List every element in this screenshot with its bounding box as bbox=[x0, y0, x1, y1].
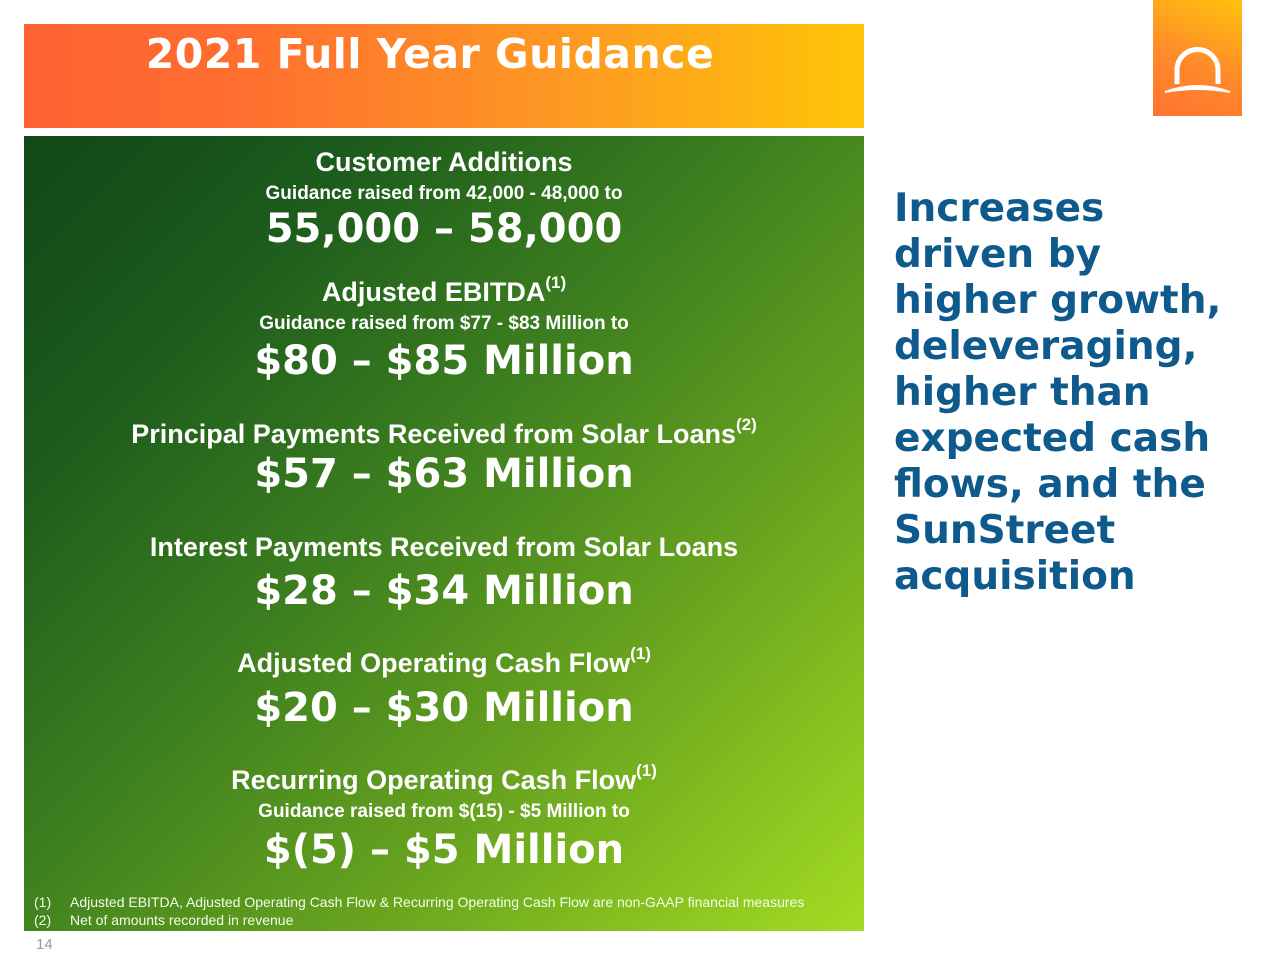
side-note-line: higher growth, bbox=[894, 278, 1222, 323]
footnote-ref: (1) bbox=[545, 273, 567, 292]
side-note: Increases driven by higher growth, delev… bbox=[894, 186, 1264, 600]
footnote-ref: (1) bbox=[636, 761, 657, 780]
guidance-panel bbox=[24, 136, 864, 931]
side-note-line: acquisition bbox=[894, 554, 1136, 599]
title-banner bbox=[24, 24, 864, 128]
guidance-value-principal-payments: $57 – $63 Million bbox=[254, 451, 634, 497]
side-note-line: driven by bbox=[894, 232, 1102, 277]
side-note-line: SunStreet bbox=[894, 508, 1116, 553]
guidance-label-customer-additions: Customer Additions bbox=[315, 147, 573, 177]
guidance-sub-customer-additions: Guidance raised from 42,000 - 48,000 to bbox=[265, 183, 623, 204]
footnote-ref: (1) bbox=[630, 644, 651, 663]
guidance-label-principal-payments: Principal Payments Received from Solar L… bbox=[131, 415, 757, 449]
guidance-value-adjusted-ebitda: $80 – $85 Million bbox=[254, 338, 634, 384]
side-note-line: Increases bbox=[894, 186, 1105, 231]
footnote-ref: (2) bbox=[735, 415, 757, 434]
company-logo bbox=[1153, 0, 1242, 116]
guidance-value-interest-payments: $28 – $34 Million bbox=[254, 568, 634, 614]
sunrise-arc-icon bbox=[1164, 47, 1231, 93]
page-number: 14 bbox=[36, 936, 53, 953]
side-note-line: flows, and the bbox=[894, 462, 1206, 507]
guidance-label-interest-payments: Interest Payments Received from Solar Lo… bbox=[149, 532, 739, 562]
footnotes: (1) Adjusted EBITDA, Adjusted Operating C… bbox=[34, 893, 804, 929]
guidance-label-adjusted-ebitda: Adjusted EBITDA(1) bbox=[321, 273, 567, 307]
footnote-2: (2) Net of amounts recorded in revenue bbox=[34, 912, 294, 928]
guidance-value-adjusted-ocf: $20 – $30 Million bbox=[254, 685, 634, 731]
side-note-line: deleveraging, bbox=[894, 324, 1198, 369]
side-note-line: higher than bbox=[894, 370, 1151, 415]
guidance-sub-adjusted-ebitda: Guidance raised from $77 - $83 Million t… bbox=[259, 313, 629, 334]
side-note-line: expected cash bbox=[894, 416, 1211, 461]
slide-title: 2021 Full Year Guidance bbox=[145, 30, 715, 78]
guidance-label-adjusted-ocf: Adjusted Operating Cash Flow(1) bbox=[237, 644, 651, 678]
guidance-value-recurring-ocf: $(5) – $5 Million bbox=[263, 827, 625, 873]
guidance-label-recurring-ocf: Recurring Operating Cash Flow(1) bbox=[231, 761, 657, 795]
guidance-value-customer-additions: 55,000 – 58,000 bbox=[265, 206, 623, 252]
guidance-sub-recurring-ocf: Guidance raised from $(15) - $5 Million … bbox=[258, 801, 630, 822]
footnote-1: (1) Adjusted EBITDA, Adjusted Operating C… bbox=[34, 894, 805, 910]
